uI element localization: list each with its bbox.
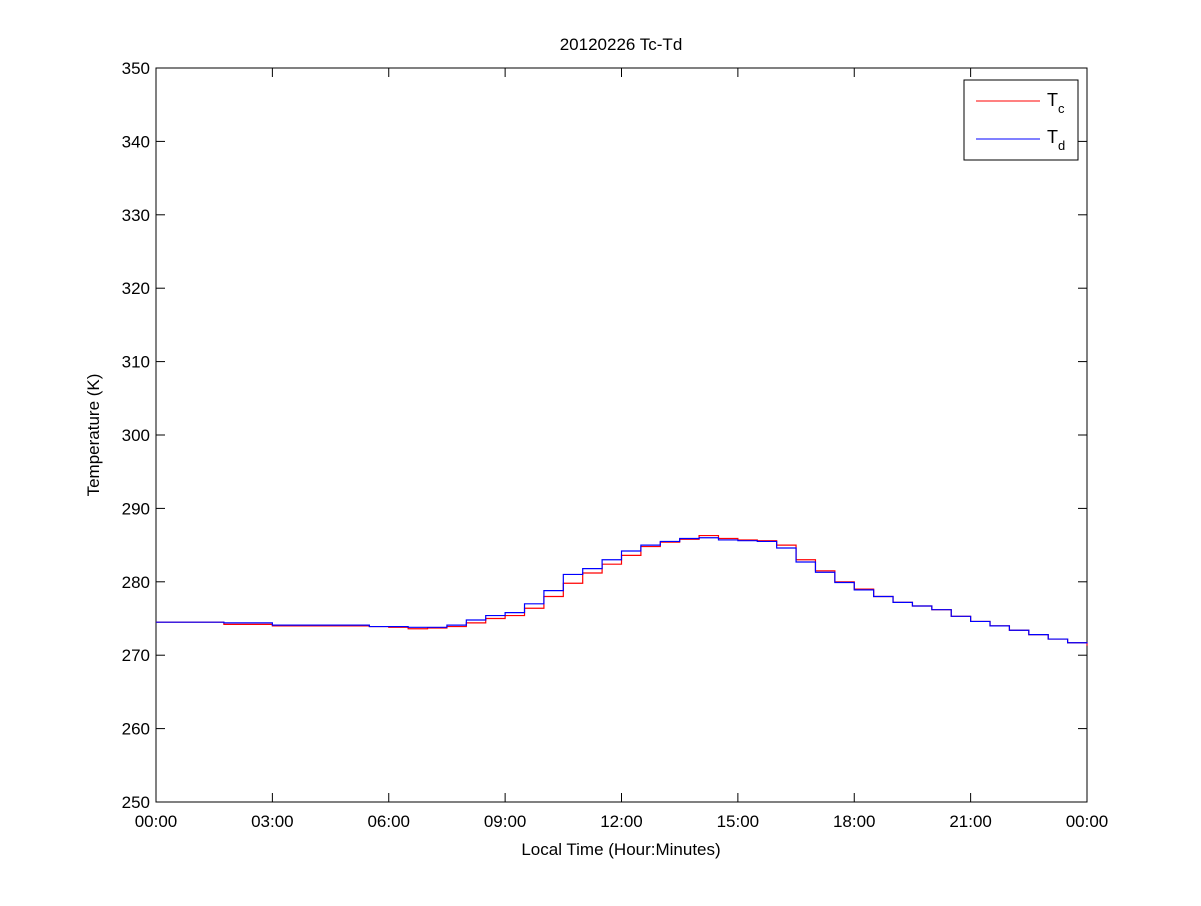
y-tick-label: 270 — [122, 646, 150, 665]
y-tick-label: 330 — [122, 206, 150, 225]
legend-box — [963, 79, 1079, 161]
y-tick-label: 340 — [122, 132, 150, 151]
chart-title: 20120226 Tc-Td — [560, 35, 683, 54]
x-tick-label: 18:00 — [833, 812, 876, 831]
legend-label-tc: Tc — [1047, 90, 1065, 116]
y-axis-label: Temperature (K) — [84, 374, 103, 497]
y-tick-label: 290 — [122, 499, 150, 518]
x-tick-label: 21:00 — [949, 812, 992, 831]
x-tick-label: 09:00 — [484, 812, 527, 831]
x-tick-label: 00:00 — [1066, 812, 1109, 831]
x-tick-label: 15:00 — [717, 812, 760, 831]
x-tick-label: 03:00 — [251, 812, 294, 831]
y-tick-label: 280 — [122, 573, 150, 592]
x-tick-label: 00:00 — [135, 812, 178, 831]
x-tick-label: 06:00 — [367, 812, 410, 831]
y-tick-label: 250 — [122, 793, 150, 812]
y-tick-label: 300 — [122, 426, 150, 445]
series-line-Td — [156, 537, 1088, 644]
x-axis-label: Local Time (Hour:Minutes) — [521, 840, 720, 859]
y-tick-label: 350 — [122, 59, 150, 78]
y-tick-label: 320 — [122, 279, 150, 298]
legend: Tc Td — [963, 79, 1079, 161]
y-tick-label: 310 — [122, 353, 150, 372]
x-tick-label: 12:00 — [600, 812, 643, 831]
legend-label-td: Td — [1047, 127, 1065, 153]
plot-area — [155, 67, 1088, 803]
y-tick-label: 260 — [122, 720, 150, 739]
